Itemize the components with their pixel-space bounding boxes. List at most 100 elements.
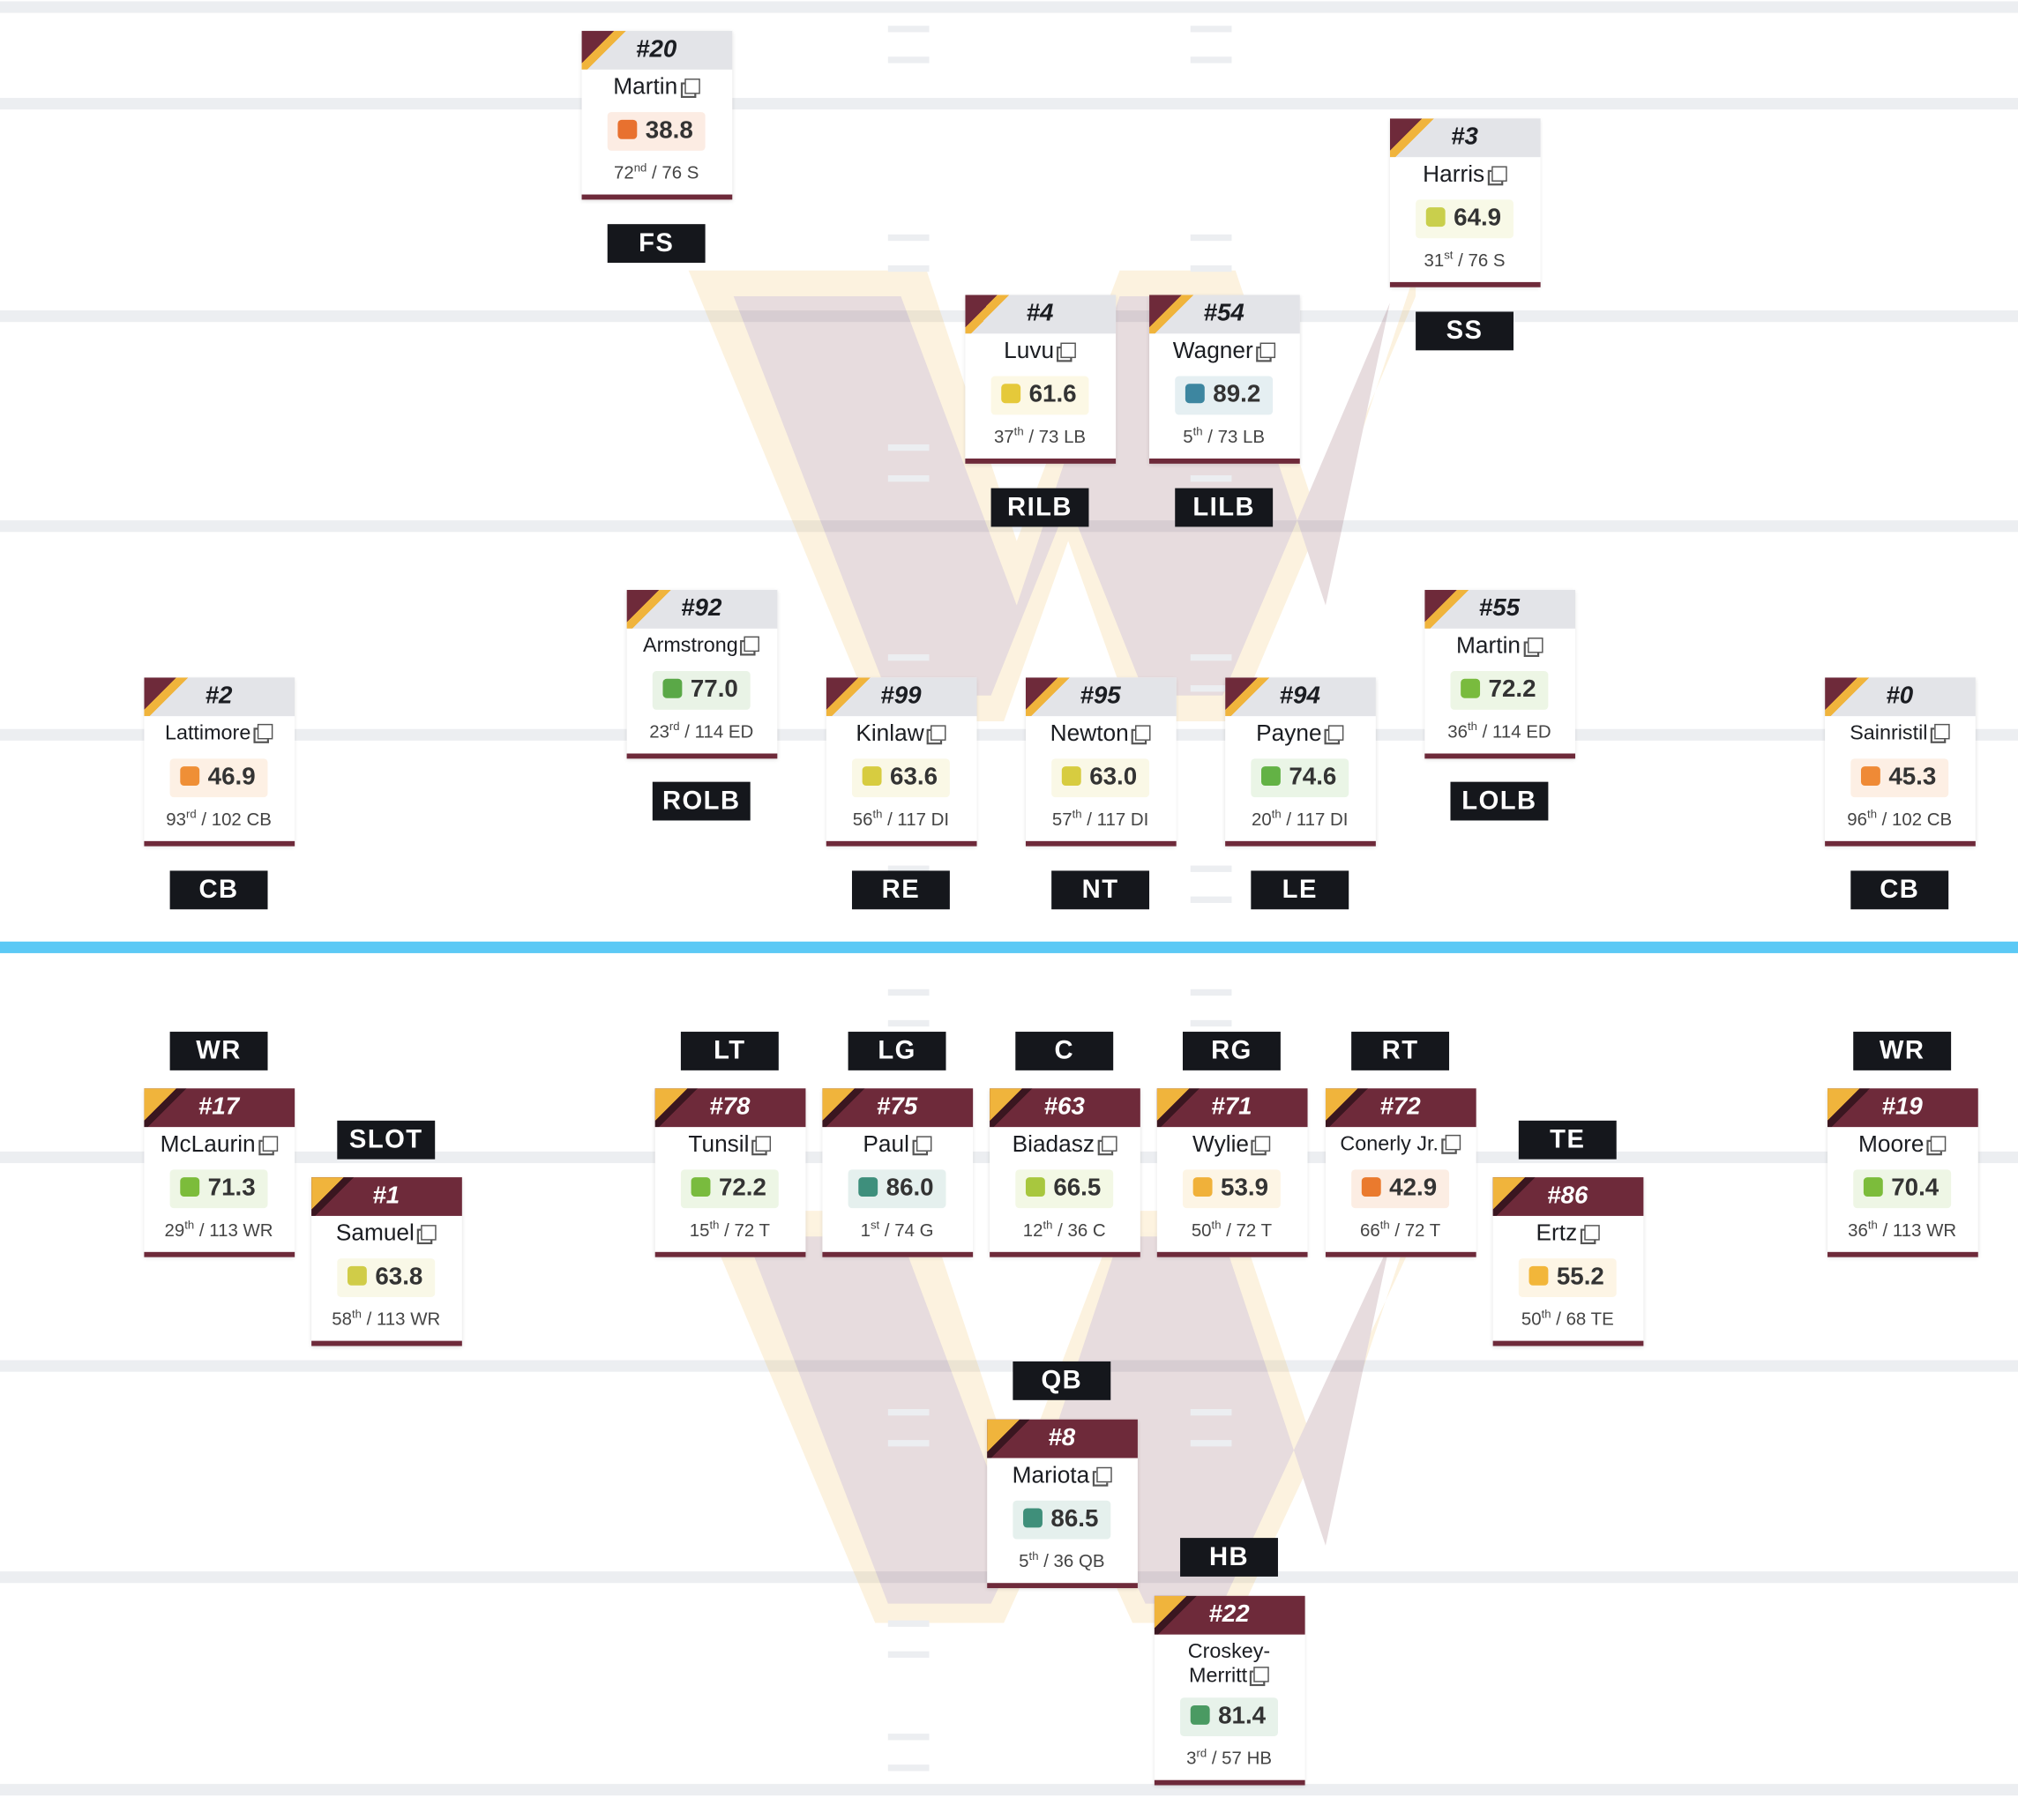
rank: 1 <box>860 1219 871 1241</box>
hash-mark <box>887 654 930 661</box>
hash-mark <box>887 26 930 33</box>
player-name-row: Sainristil <box>1824 716 1975 752</box>
open-player-link[interactable] <box>1445 1134 1461 1151</box>
open-player-link[interactable] <box>421 1225 437 1241</box>
open-player-link[interactable] <box>744 636 760 653</box>
open-player-link[interactable] <box>1255 1136 1271 1152</box>
jersey-number: #17 <box>198 1093 240 1121</box>
player-name-row: Mariota <box>986 1458 1137 1495</box>
player-name-row: Lattimore <box>144 716 295 752</box>
player-name-row: Payne <box>1224 716 1375 752</box>
team-stripe <box>1491 1177 1539 1216</box>
rank-pool: / 114 ED <box>684 720 754 742</box>
hash-mark <box>887 1019 930 1027</box>
position-label: CB <box>1850 870 1949 910</box>
rank-row: 20th / 117 DI <box>1224 800 1375 840</box>
rank: 93 <box>166 808 186 830</box>
card-header: #72 <box>1325 1088 1476 1128</box>
card-header: #1 <box>310 1177 462 1216</box>
open-player-link[interactable] <box>261 1136 278 1152</box>
rank: 20 <box>1252 808 1272 830</box>
rank-suffix: th <box>1867 1218 1878 1232</box>
open-player-link[interactable] <box>1527 638 1543 653</box>
player-name: Biadasz <box>1012 1130 1095 1157</box>
open-player-link[interactable] <box>1491 166 1506 182</box>
team-stripe <box>143 1088 191 1128</box>
jersey-number: #54 <box>1203 300 1244 328</box>
hash-mark <box>1190 865 1232 872</box>
hash-mark <box>887 865 930 872</box>
position-label: QB <box>1013 1361 1111 1400</box>
player-name: Wagner <box>1172 337 1253 363</box>
open-player-link[interactable] <box>1095 1466 1112 1483</box>
player-name-row: Moore <box>1827 1127 1977 1163</box>
team-stripe <box>986 1419 1033 1458</box>
team-stripe <box>1156 1088 1203 1128</box>
grade: 63.6 <box>890 764 938 791</box>
rank: 36 <box>1848 1219 1868 1241</box>
position-label: WR <box>1853 1032 1952 1070</box>
team-stripe <box>654 1088 701 1128</box>
rank-pool: / 76 S <box>651 161 699 183</box>
player-card: #55 Martin 72.2 36th / 114 ED <box>1424 590 1575 758</box>
rank-row: 15th / 72 T <box>654 1211 805 1251</box>
hash-mark <box>887 1440 930 1447</box>
player-name: Harris <box>1423 160 1485 187</box>
open-player-link[interactable] <box>755 1136 772 1152</box>
rank-row: 36th / 114 ED <box>1424 712 1575 753</box>
rank-suffix: th <box>1211 1218 1222 1232</box>
position-label: RILB <box>990 488 1089 527</box>
open-player-link[interactable] <box>1327 725 1344 741</box>
grade-chip: 55.2 <box>1518 1258 1618 1297</box>
player-name-row: Ertz <box>1492 1216 1643 1252</box>
grade: 45.3 <box>1888 764 1937 791</box>
grade: 64.9 <box>1454 205 1502 232</box>
rank-row: 37th / 73 LB <box>965 417 1116 458</box>
grade-chip: 74.6 <box>1250 758 1349 798</box>
card-header: #19 <box>1827 1088 1978 1128</box>
rank-pool: / 74 G <box>884 1219 934 1241</box>
jersey-number: #99 <box>880 682 922 710</box>
hash-mark <box>1190 1440 1232 1447</box>
open-player-link[interactable] <box>257 723 273 740</box>
position-label: RE <box>851 870 950 910</box>
grade: 77.0 <box>690 675 738 704</box>
player-card: #92 Armstrong 77.0 23rd / 114 ED <box>625 590 777 758</box>
rank-suffix: th <box>184 1218 195 1232</box>
player-name: Armstrong <box>642 635 738 657</box>
jersey-number: #94 <box>1279 682 1320 710</box>
open-player-link[interactable] <box>1933 723 1950 740</box>
rank-row: 5th / 36 QB <box>986 1541 1137 1582</box>
open-player-link[interactable] <box>1101 1136 1117 1152</box>
rank: 57 <box>1051 808 1073 830</box>
rank: 3 <box>1186 1747 1197 1769</box>
player-name: Conerly Jr. <box>1340 1133 1439 1156</box>
field-line <box>0 98 2018 110</box>
open-player-link[interactable] <box>1259 342 1275 359</box>
card-header: #55 <box>1424 590 1575 629</box>
player-name-row: Tunsil <box>654 1127 805 1163</box>
open-player-link[interactable] <box>1930 1136 1947 1152</box>
rank: 50 <box>1191 1219 1212 1241</box>
position-label: C <box>1015 1032 1114 1070</box>
rank-pool: / 68 TE <box>1556 1308 1614 1329</box>
open-player-link[interactable] <box>1253 1667 1269 1682</box>
open-player-link[interactable] <box>916 1136 931 1152</box>
open-player-link[interactable] <box>1135 725 1151 741</box>
card-header: #4 <box>964 295 1116 334</box>
open-player-link[interactable] <box>931 725 946 741</box>
jersey-number: #75 <box>876 1093 918 1121</box>
open-player-link[interactable] <box>1060 342 1076 359</box>
open-player-link[interactable] <box>1583 1225 1600 1241</box>
card-header: #78 <box>654 1088 805 1128</box>
player-name: Ertz <box>1536 1220 1578 1246</box>
card-header: #99 <box>826 677 976 717</box>
team-stripe <box>1154 1595 1200 1635</box>
hash-mark <box>1190 896 1232 903</box>
card-header: #75 <box>821 1088 973 1128</box>
open-player-link[interactable] <box>684 78 700 94</box>
grade-chip: 63.0 <box>1050 758 1150 798</box>
team-stripe <box>826 677 872 717</box>
player-name: Croskey-Merritt <box>1187 1640 1271 1688</box>
grade-color <box>1460 678 1480 698</box>
